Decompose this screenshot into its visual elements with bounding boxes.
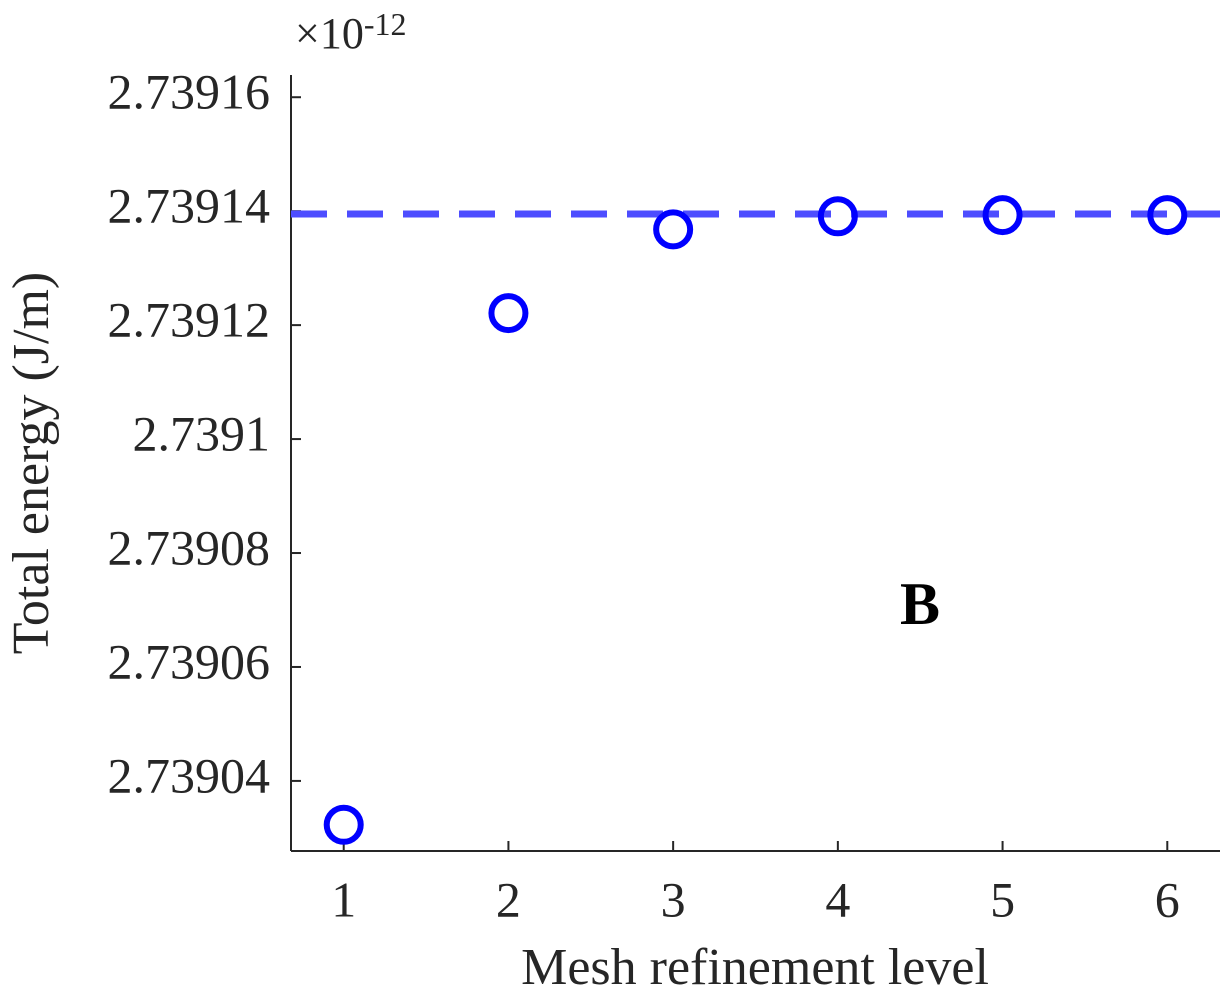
x-tick-label: 5 (990, 871, 1015, 927)
x-axis-label: Mesh refinement level (521, 939, 989, 996)
annotation: B (900, 571, 940, 637)
y-axis-label: Total energy (J/m) (3, 272, 60, 654)
x-tick-label: 4 (825, 871, 850, 927)
y-tick-label: 2.73908 (108, 519, 271, 575)
marker (323, 804, 364, 845)
x-tick-label: 3 (661, 871, 686, 927)
marker (488, 293, 529, 334)
marker (817, 196, 858, 237)
y-tick-label: 2.73916 (108, 64, 271, 120)
y-tick-label: 2.7391 (133, 406, 271, 462)
y-tick-label: 2.73912 (108, 292, 271, 348)
y-multiplier: ×10-12 (295, 6, 406, 58)
y-multiplier-base: ×10 (295, 9, 364, 58)
y-multiplier-exponent: -12 (364, 6, 407, 42)
marker (982, 195, 1023, 236)
y-tick-label: 2.73914 (108, 178, 271, 234)
marker (653, 209, 694, 250)
marker (1147, 195, 1188, 236)
x-tick-label: 2 (496, 871, 521, 927)
x-tick-label: 1 (331, 871, 356, 927)
y-tick-label: 2.73904 (108, 747, 271, 803)
y-tick-label: 2.73906 (108, 633, 271, 689)
x-tick-label: 6 (1155, 871, 1180, 927)
